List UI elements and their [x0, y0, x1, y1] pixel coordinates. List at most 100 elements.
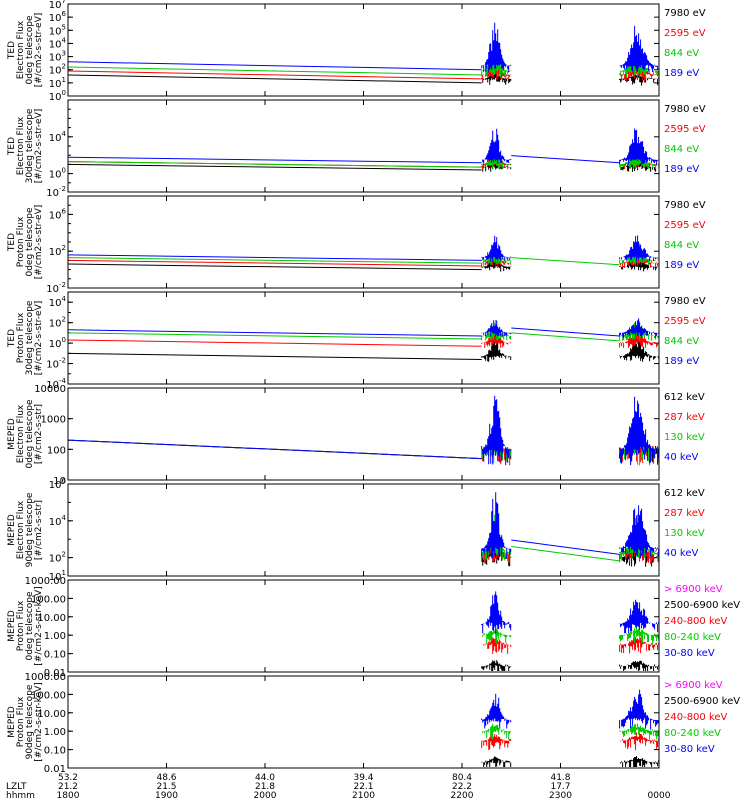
y-tick-label: 0.01 — [44, 668, 66, 679]
panel-6: 106 104 102 101 MEPED Electron Flux 90deg tele… — [7, 477, 705, 583]
panel-frame — [67, 195, 660, 289]
series-group — [481, 689, 659, 767]
legend-130keV: 130 keV — [664, 528, 705, 539]
panel-frame — [67, 99, 660, 193]
series-burst-2500-6900 keV — [619, 660, 659, 671]
legend-130keV: 130 keV — [664, 432, 705, 443]
series-line-189 eV — [68, 254, 482, 261]
y-tick-label: 101 — [49, 76, 66, 90]
series-burst-30-80 keV — [481, 591, 512, 634]
series-line-7980 eV — [68, 163, 482, 171]
x-tick-label: 44.0 — [255, 773, 275, 783]
x-tick-label: 1800 — [57, 791, 80, 800]
series-burst-240-800 keV — [481, 637, 512, 654]
y-axis-label: TED — [7, 41, 17, 60]
series-burst-189 eV — [619, 318, 659, 339]
legend-189eV: 189 eV — [664, 68, 699, 79]
y-axis-label: TED — [7, 233, 17, 252]
y-tick-label: 101 — [49, 569, 66, 583]
legend-844eV: 844 eV — [664, 48, 699, 59]
x-row-label: LZLT — [6, 782, 27, 792]
y-axis-label: [#/cm2-s-str-keV] — [34, 682, 44, 761]
series-group — [68, 22, 659, 86]
panel-frame — [67, 387, 660, 481]
legend-7980eV: 7980 eV — [664, 200, 706, 211]
series-burst-189 eV — [619, 128, 659, 165]
series-line-844 eV — [68, 332, 482, 340]
y-axis-label: Electron Flux — [16, 116, 26, 175]
legend-2595eV: 2595 eV — [664, 220, 706, 231]
legend-189eV: 189 eV — [664, 260, 699, 271]
y-tick-label: 10-2 — [46, 357, 66, 371]
y-axis-label: MEPED — [7, 706, 17, 738]
y-tick-label: 10.00 — [37, 613, 66, 624]
x-tick-label: 48.6 — [156, 773, 176, 783]
x-tick-label: 22.2 — [452, 782, 472, 792]
series-burst-30-80 keV — [619, 689, 659, 730]
y-axis-label: 90deg telescope — [25, 492, 35, 567]
series-line-844 eV — [68, 66, 482, 76]
y-axis-label: [#/cm2-s-str-eV] — [34, 301, 44, 376]
panel-frame — [67, 579, 660, 673]
y-tick-label: 1000 — [41, 415, 66, 426]
series-line-2595 eV — [68, 70, 482, 80]
series-burst-189 eV — [481, 22, 512, 73]
y-axis-label: [#/cm2-s-str] — [34, 404, 44, 464]
y-axis-label: 0deg telescope — [25, 207, 35, 277]
legend-7980eV: 7980 eV — [664, 104, 706, 115]
series-burst-40 keV — [481, 492, 512, 559]
y-tick-label: 100 — [49, 89, 66, 103]
series-group — [481, 492, 659, 567]
series-burst-30-80 keV — [481, 693, 512, 729]
x-tick-label: 22.1 — [353, 782, 373, 792]
y-tick-label: 102 — [49, 316, 66, 330]
series-line-2595 eV — [68, 339, 482, 347]
x-axis: 53.221.21800Mar 2248.621.5190044.021.820… — [6, 4, 671, 800]
panel-frame — [67, 3, 660, 97]
x-tick-label: 1900 — [155, 791, 178, 800]
y-tick-label: 10.00 — [37, 709, 66, 720]
y-tick-label: 100 — [49, 167, 66, 181]
y-tick-label: 102 — [49, 244, 66, 258]
x-tick-label: 53.2 — [58, 773, 78, 783]
legend-7980eV: 7980 eV — [664, 8, 706, 19]
legend-25006900keV: 2500-6900 keV — [664, 600, 740, 611]
series-burst-240-800 keV — [619, 732, 659, 751]
series-burst-30-80 keV — [619, 599, 659, 634]
y-tick-label: 105 — [49, 23, 66, 37]
x-tick-label: 0000 — [648, 791, 671, 800]
y-tick-label: 100 — [49, 336, 66, 350]
series-burst-80-240 keV — [481, 723, 512, 740]
legend-240800keV: 240-800 keV — [664, 712, 728, 723]
x-tick-label: 21.8 — [255, 782, 275, 792]
series-group — [68, 318, 659, 362]
legend-844eV: 844 eV — [664, 240, 699, 251]
legend-40keV: 40 keV — [664, 548, 698, 559]
series-burst-2595 eV — [619, 326, 659, 349]
y-tick-label: 104 — [49, 130, 67, 144]
x-tick-label: 2300 — [549, 791, 572, 800]
y-axis-label: [#/cm2-s-str-eV] — [34, 109, 44, 184]
y-tick-label: 100.00 — [31, 594, 66, 605]
series-burst-80-240 keV — [481, 628, 512, 645]
y-tick-label: 10-2 — [46, 185, 66, 199]
y-tick-label: 107 — [49, 0, 66, 11]
y-tick-label: 0.10 — [44, 650, 66, 661]
y-tick-label: 106 — [49, 477, 67, 491]
legend-612keV: 612 keV — [664, 488, 705, 499]
panel-4: 104 102 100 10-2 10-4 TED Proton Flux 30deg tel… — [7, 291, 706, 391]
legend-80240keV: 80-240 keV — [664, 728, 721, 739]
legend-25006900keV: 2500-6900 keV — [664, 696, 740, 707]
series-burst-2500-6900 keV — [619, 756, 659, 767]
series-burst-40 keV — [619, 396, 659, 466]
legend-3080keV: 30-80 keV — [664, 744, 715, 755]
panel-frame — [67, 483, 660, 577]
y-tick-label: 102 — [49, 551, 66, 565]
series-line-844 eV — [68, 257, 482, 264]
y-tick-label: 10 — [53, 476, 66, 487]
series-burst-189 eV — [619, 25, 659, 72]
y-tick-label: 10-2 — [46, 281, 66, 295]
y-tick-label: 104 — [49, 36, 67, 50]
y-axis-label: 30deg telescope — [25, 300, 35, 375]
